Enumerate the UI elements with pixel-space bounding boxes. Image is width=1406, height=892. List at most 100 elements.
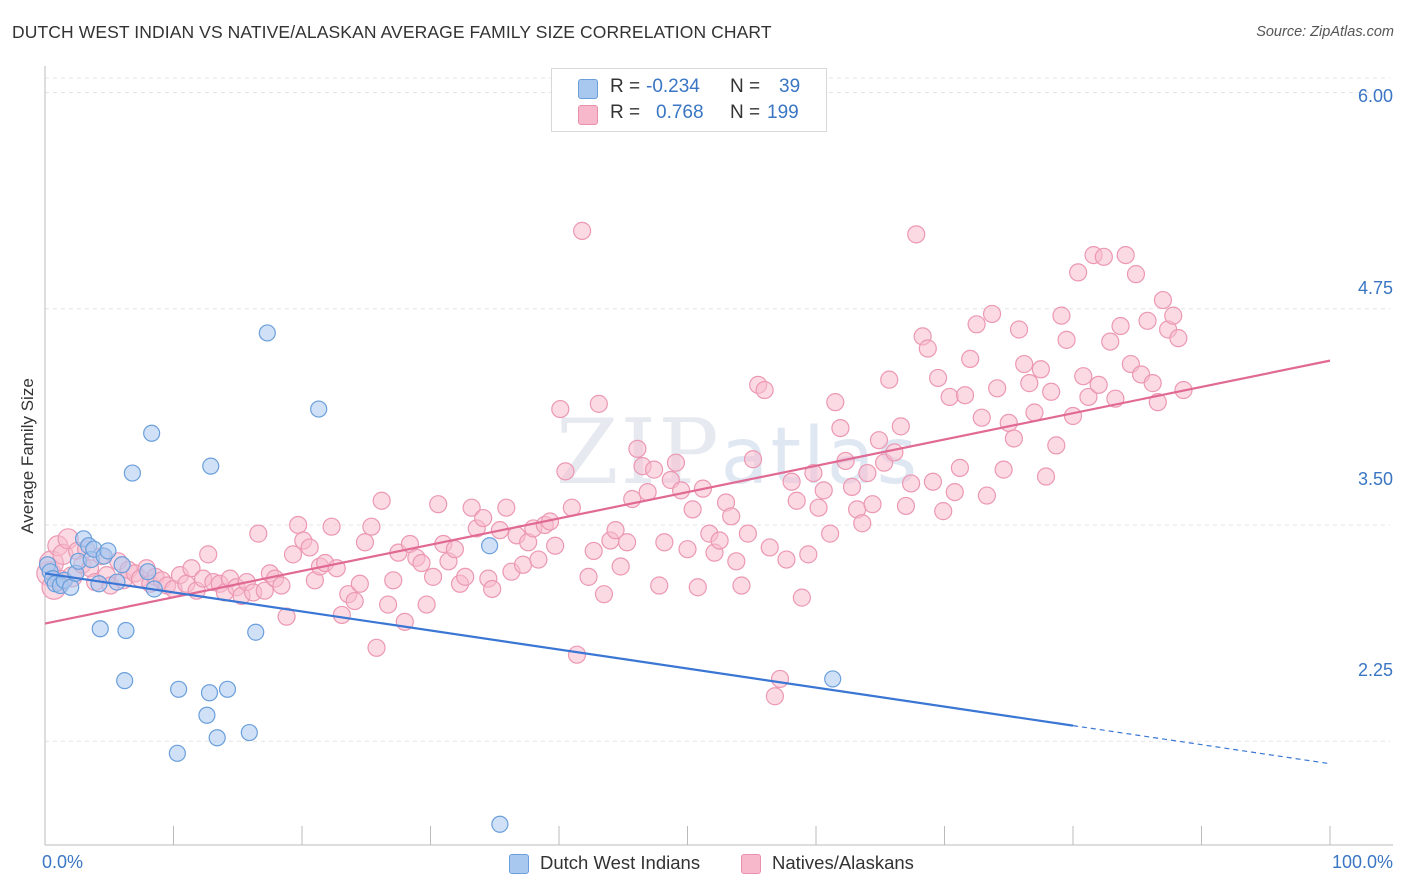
natives-alaskans-point <box>804 463 823 483</box>
natives-alaskans-point <box>770 669 790 689</box>
natives-alaskans-point <box>1036 467 1056 486</box>
natives-alaskans-point <box>901 474 921 493</box>
dutch-west-indians-points <box>38 324 842 833</box>
natives-alaskans-point <box>760 538 779 557</box>
dutch-west-indians-point <box>113 556 131 574</box>
natives-alaskans-point <box>1047 436 1066 455</box>
natives-alaskans-point <box>782 472 801 491</box>
natives-alaskans-point <box>792 588 811 607</box>
natives-alaskans-point <box>255 581 274 600</box>
natives-alaskans-point <box>809 498 828 517</box>
natives-alaskans-point <box>727 552 746 571</box>
natives-alaskans-point <box>579 567 598 586</box>
natives-alaskans-point <box>1057 330 1076 349</box>
natives-alaskans-point <box>880 370 899 389</box>
natives-alaskans-point <box>1042 382 1061 401</box>
natives-alaskans-point <box>755 380 774 400</box>
natives-alaskans-point <box>1094 247 1113 266</box>
natives-alaskans-point <box>777 550 796 569</box>
y-tick-label-2-25: 2.25 <box>1357 660 1393 680</box>
natives-alaskans-point <box>869 431 889 450</box>
dutch-west-indians-point <box>139 563 157 581</box>
natives-alaskans-point <box>556 462 575 481</box>
natives-alaskans-point <box>594 585 614 604</box>
natives-alaskans-point <box>918 339 937 358</box>
natives-alaskans-point <box>378 595 398 614</box>
legend-r-label: R = <box>610 102 641 123</box>
natives-alaskans-point <box>1063 406 1083 426</box>
natives-alaskans-point <box>1111 316 1130 336</box>
natives-alaskans-point <box>999 413 1018 433</box>
natives-alaskans-point <box>655 533 674 552</box>
correlation-legend: R = -0.234 N = 39 R = 0.768 N = 199 <box>551 68 827 132</box>
natives-alaskans-point <box>546 536 565 555</box>
natives-alaskans-point <box>814 481 833 500</box>
dutch-west-indians-trend-line <box>44 572 1074 727</box>
natives-alaskans-point <box>497 498 516 517</box>
natives-alaskans-point <box>182 559 201 578</box>
dutch-west-indians-point <box>90 575 108 593</box>
legend-n-value: 39 <box>779 76 801 97</box>
natives-alaskans-point <box>885 443 904 462</box>
natives-alaskans-point <box>950 458 970 477</box>
natives-alaskans-point <box>858 463 877 483</box>
dutch-west-indians-point <box>310 400 328 418</box>
dutch-west-indians-point <box>116 672 134 690</box>
axes <box>44 66 1393 846</box>
series-label: Natives/Alaskans <box>772 852 914 873</box>
dutch-west-indians-point <box>170 680 188 698</box>
natives-alaskans-point <box>345 591 364 611</box>
natives-alaskans-point <box>923 472 943 491</box>
natives-alaskans-point <box>644 460 664 479</box>
natives-alaskans-point <box>551 399 570 419</box>
natives-alaskans-point <box>249 524 268 543</box>
natives-alaskans-point <box>1143 374 1162 393</box>
y-tick-label-6: 6.00 <box>1357 86 1393 106</box>
natives-alaskans-point <box>765 687 784 706</box>
legend-r-value: -0.234 <box>646 76 700 97</box>
natives-alaskans-point <box>982 304 1002 324</box>
natives-alaskans-point <box>955 386 975 405</box>
natives-alaskans-point <box>289 515 308 535</box>
legend-swatch-blue <box>578 79 598 99</box>
dutch-west-indians-point <box>99 542 117 560</box>
grid-lines <box>45 77 1390 742</box>
natives-alaskans-point <box>628 439 647 458</box>
y-tick-label-3-5: 3.50 <box>1357 469 1393 489</box>
legend-r-value: 0.768 <box>656 102 704 123</box>
natives-alaskans-point <box>799 545 818 564</box>
natives-alaskans-point <box>367 638 386 657</box>
natives-alaskans-point <box>412 553 431 573</box>
series-swatch-pink <box>741 854 761 874</box>
natives-alaskans-trend-line <box>44 359 1331 625</box>
natives-alaskans-point <box>842 477 862 497</box>
natives-alaskans-point <box>1153 290 1173 310</box>
dutch-west-indians-point <box>258 324 276 342</box>
natives-alaskans-point <box>322 517 341 536</box>
natives-alaskans-point <box>863 495 882 514</box>
natives-alaskans-point <box>462 498 481 517</box>
natives-alaskans-point <box>722 507 741 526</box>
natives-alaskans-point <box>1148 393 1167 412</box>
dutch-west-indians-point <box>198 706 216 724</box>
natives-alaskans-points <box>36 221 1193 706</box>
natives-alaskans-point <box>1089 375 1108 394</box>
natives-alaskans-point <box>1169 329 1188 348</box>
legend-r-label: R = <box>610 76 641 97</box>
natives-alaskans-point <box>474 508 493 528</box>
natives-alaskans-point <box>529 550 548 569</box>
natives-alaskans-point <box>456 567 475 586</box>
natives-alaskans-point <box>483 579 502 599</box>
natives-alaskans-point <box>513 555 533 574</box>
dutch-west-indians-trend-extension <box>1072 725 1331 765</box>
legend-n-label: N = <box>730 102 761 123</box>
natives-alaskans-point <box>732 576 751 595</box>
natives-alaskans-point <box>688 578 707 597</box>
chart-source: Source: ZipAtlas.com <box>1256 24 1394 40</box>
dutch-west-indians-point <box>208 729 226 747</box>
natives-alaskans-point <box>961 349 980 368</box>
natives-alaskans-point <box>332 605 351 625</box>
natives-alaskans-point <box>1079 387 1098 407</box>
natives-alaskans-point <box>567 645 587 664</box>
